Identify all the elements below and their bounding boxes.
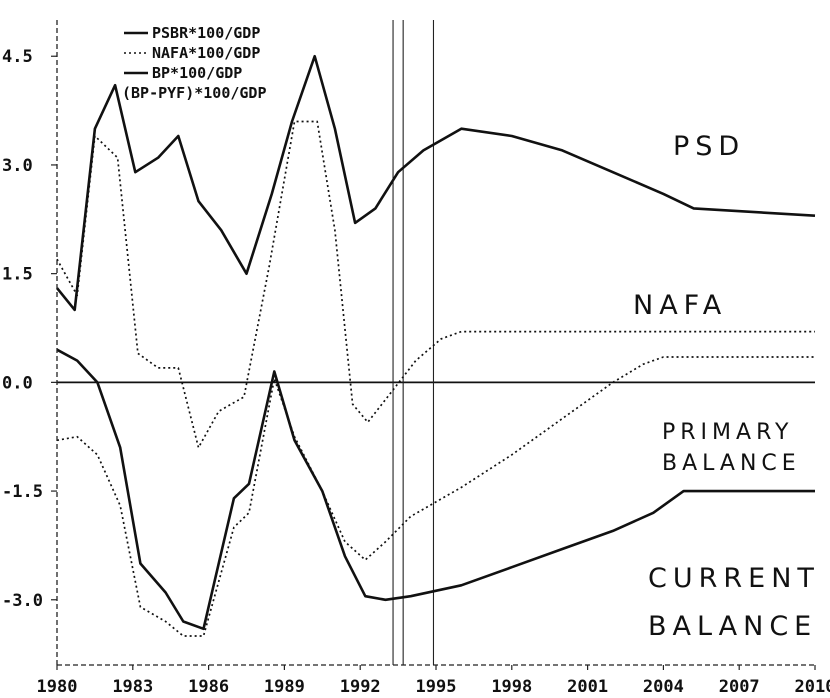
x-tick-label: 1998	[491, 677, 532, 697]
x-tick-label: 1992	[340, 677, 381, 697]
annotation-current: CURRENT	[648, 563, 820, 594]
annotation-psd: PSD	[673, 131, 745, 162]
series-line-3	[56, 348, 815, 631]
series-line-1	[55, 54, 816, 312]
legend-label: PSBR*100/GDP	[152, 24, 260, 42]
y-tick-label: 0.0	[2, 373, 33, 393]
gridlines	[57, 20, 815, 665]
legend: PSBR*100/GDP NAFA*100/GDP BP*100/GDP (BP-PY…	[122, 24, 267, 102]
x-tick-label: 1995	[416, 677, 457, 697]
annotation-current-balance: BALANCE	[648, 611, 817, 642]
x-tick-label: 2010	[795, 677, 830, 697]
x-tick-label: 2004	[643, 677, 684, 697]
y-tick-label: -1.5	[2, 482, 43, 502]
legend-label: NAFA*100/GDP	[152, 44, 260, 62]
series-line-2	[56, 120, 815, 449]
x-tick-label: 1983	[112, 677, 153, 697]
axes: 4.5 3.0 1.5 0.0 -1.5 -3.0 1980 1983 1986 1989 1992…	[2, 20, 830, 697]
x-tick-label: 2007	[719, 677, 760, 697]
y-tick-label: 4.5	[2, 47, 33, 67]
annotation-primary-balance: BALANCE	[662, 451, 801, 476]
annotation-nafa: NAFA	[633, 290, 727, 321]
series-line-4	[56, 356, 815, 637]
y-tick-label: 1.5	[2, 265, 33, 285]
x-tick-label: 1986	[188, 677, 229, 697]
x-tick-label: 1980	[37, 677, 78, 697]
x-tick-label: 1989	[264, 677, 305, 697]
x-tick-label: 2001	[567, 677, 608, 697]
y-tick-label: 3.0	[2, 156, 33, 176]
legend-label: BP*100/GDP	[152, 64, 242, 82]
y-tick-label: -3.0	[2, 591, 43, 611]
annotation-primary: PRIMARY	[662, 420, 793, 445]
legend-label: (BP-PYF)*100/GDP	[122, 84, 267, 102]
series-layer	[55, 54, 816, 637]
